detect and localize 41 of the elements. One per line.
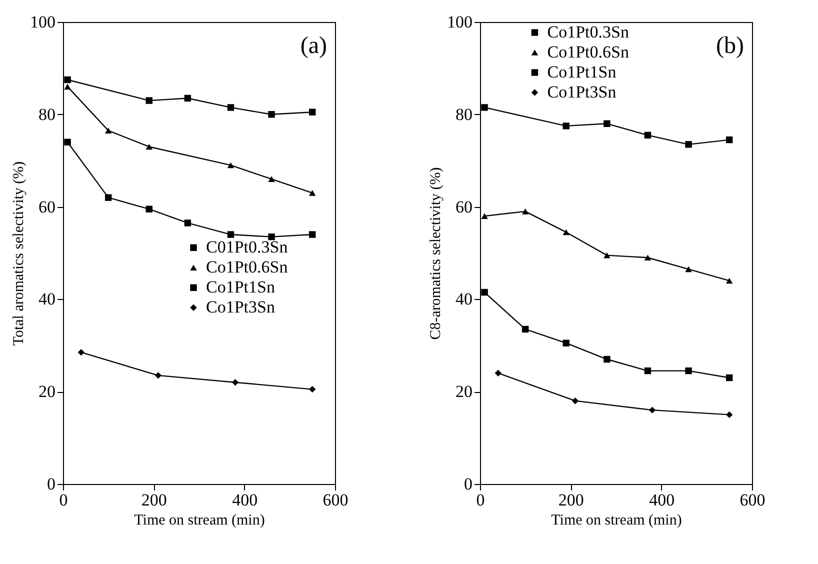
point <box>481 104 488 111</box>
point <box>308 108 316 116</box>
y-tick-label: 40 <box>456 290 472 309</box>
x-tick-label: 200 <box>558 490 584 510</box>
legend-label: Co1Pt1Sn <box>206 278 276 297</box>
x-tick-label: 600 <box>322 490 348 510</box>
point <box>481 213 488 219</box>
y-tick-label: 80 <box>456 104 472 124</box>
y-tick-label: 100 <box>30 12 56 32</box>
y-tick-label: 20 <box>456 382 472 402</box>
x-tick-label: 400 <box>232 490 258 510</box>
x-tick-label: 600 <box>740 490 766 510</box>
x-axis-title: Time on stream (min) <box>134 512 265 528</box>
legend-label: Co1Pt1Sn <box>547 62 617 82</box>
x-tick-label: 400 <box>649 490 675 510</box>
legend-label: Co1Pt0.6Sn <box>206 258 288 277</box>
y-tick-label: 40 <box>38 290 56 309</box>
y-tick-label: 0 <box>464 474 472 494</box>
y-tick-label: 60 <box>456 197 472 216</box>
point <box>308 231 316 238</box>
x-tick-label: 200 <box>141 490 167 510</box>
legend-label: Co1Pt0.6Sn <box>547 42 630 62</box>
y-tick-label: 0 <box>47 474 56 494</box>
x-tick-label: 0 <box>476 490 485 510</box>
legend-label: C01Pt0.3Sn <box>206 238 288 257</box>
y-tick-label: 100 <box>447 12 472 32</box>
point <box>64 138 71 146</box>
legend-label: Co1Pt3Sn <box>547 82 617 102</box>
y-axis-title: Total aromatics selectivity (%) <box>11 161 27 346</box>
annotation: (b) <box>716 33 744 59</box>
y-tick-label: 20 <box>38 382 56 402</box>
point <box>308 190 316 196</box>
point <box>64 76 71 84</box>
y-axis-title: C8-aromatics selectivity (%) <box>428 167 444 340</box>
legend-label: Co1Pt0.3Sn <box>547 22 630 42</box>
y-tick-label: 80 <box>38 104 56 124</box>
y-tick-label: 60 <box>38 197 56 216</box>
annotation: (a) <box>300 33 327 59</box>
x-axis-title: Time on stream (min) <box>551 512 682 528</box>
legend-label: Co1Pt3Sn <box>206 298 276 317</box>
x-tick-label: 0 <box>59 490 68 510</box>
